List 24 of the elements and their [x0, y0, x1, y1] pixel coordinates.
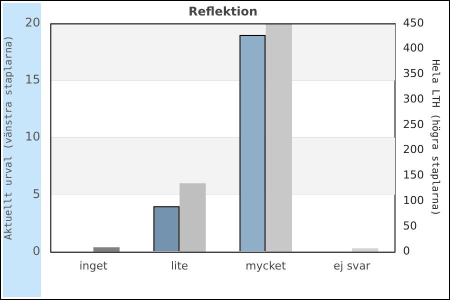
y-tick-label: 10	[24, 130, 40, 144]
y2-tick-label: 300	[403, 92, 424, 106]
y2-tick-label: 200	[403, 143, 424, 156]
x-tick-label: lite	[170, 259, 188, 272]
y2-tick-label: 150	[403, 168, 424, 182]
y2-tick-label: 50	[403, 219, 418, 232]
x-tick-label: ej svar	[334, 259, 371, 272]
y2-tick-label: 350	[403, 67, 424, 80]
y-tick-label: 15	[24, 72, 40, 87]
bar	[352, 248, 378, 252]
x-tick-label: inget	[79, 259, 108, 272]
y-tick-label: 5	[32, 186, 40, 201]
y2-axis-title: Hela LTH (högra staplarna)	[429, 59, 440, 216]
y-axis-title: Aktuellt urval (vänstra staplarna)	[4, 35, 15, 240]
y-tick-label: 0	[32, 244, 40, 258]
x-tick-label: mycket	[246, 259, 287, 272]
y2-tick-label: 250	[403, 118, 424, 131]
bar	[93, 247, 120, 252]
y-tick-label: 20	[24, 16, 40, 30]
y2-tick-label: 450	[403, 16, 424, 30]
y2-tick-label: 400	[403, 42, 424, 55]
y2-tick-label: 100	[403, 194, 424, 207]
chart-title: Reflektion	[188, 4, 258, 18]
y2-tick-label: 0	[403, 244, 410, 258]
